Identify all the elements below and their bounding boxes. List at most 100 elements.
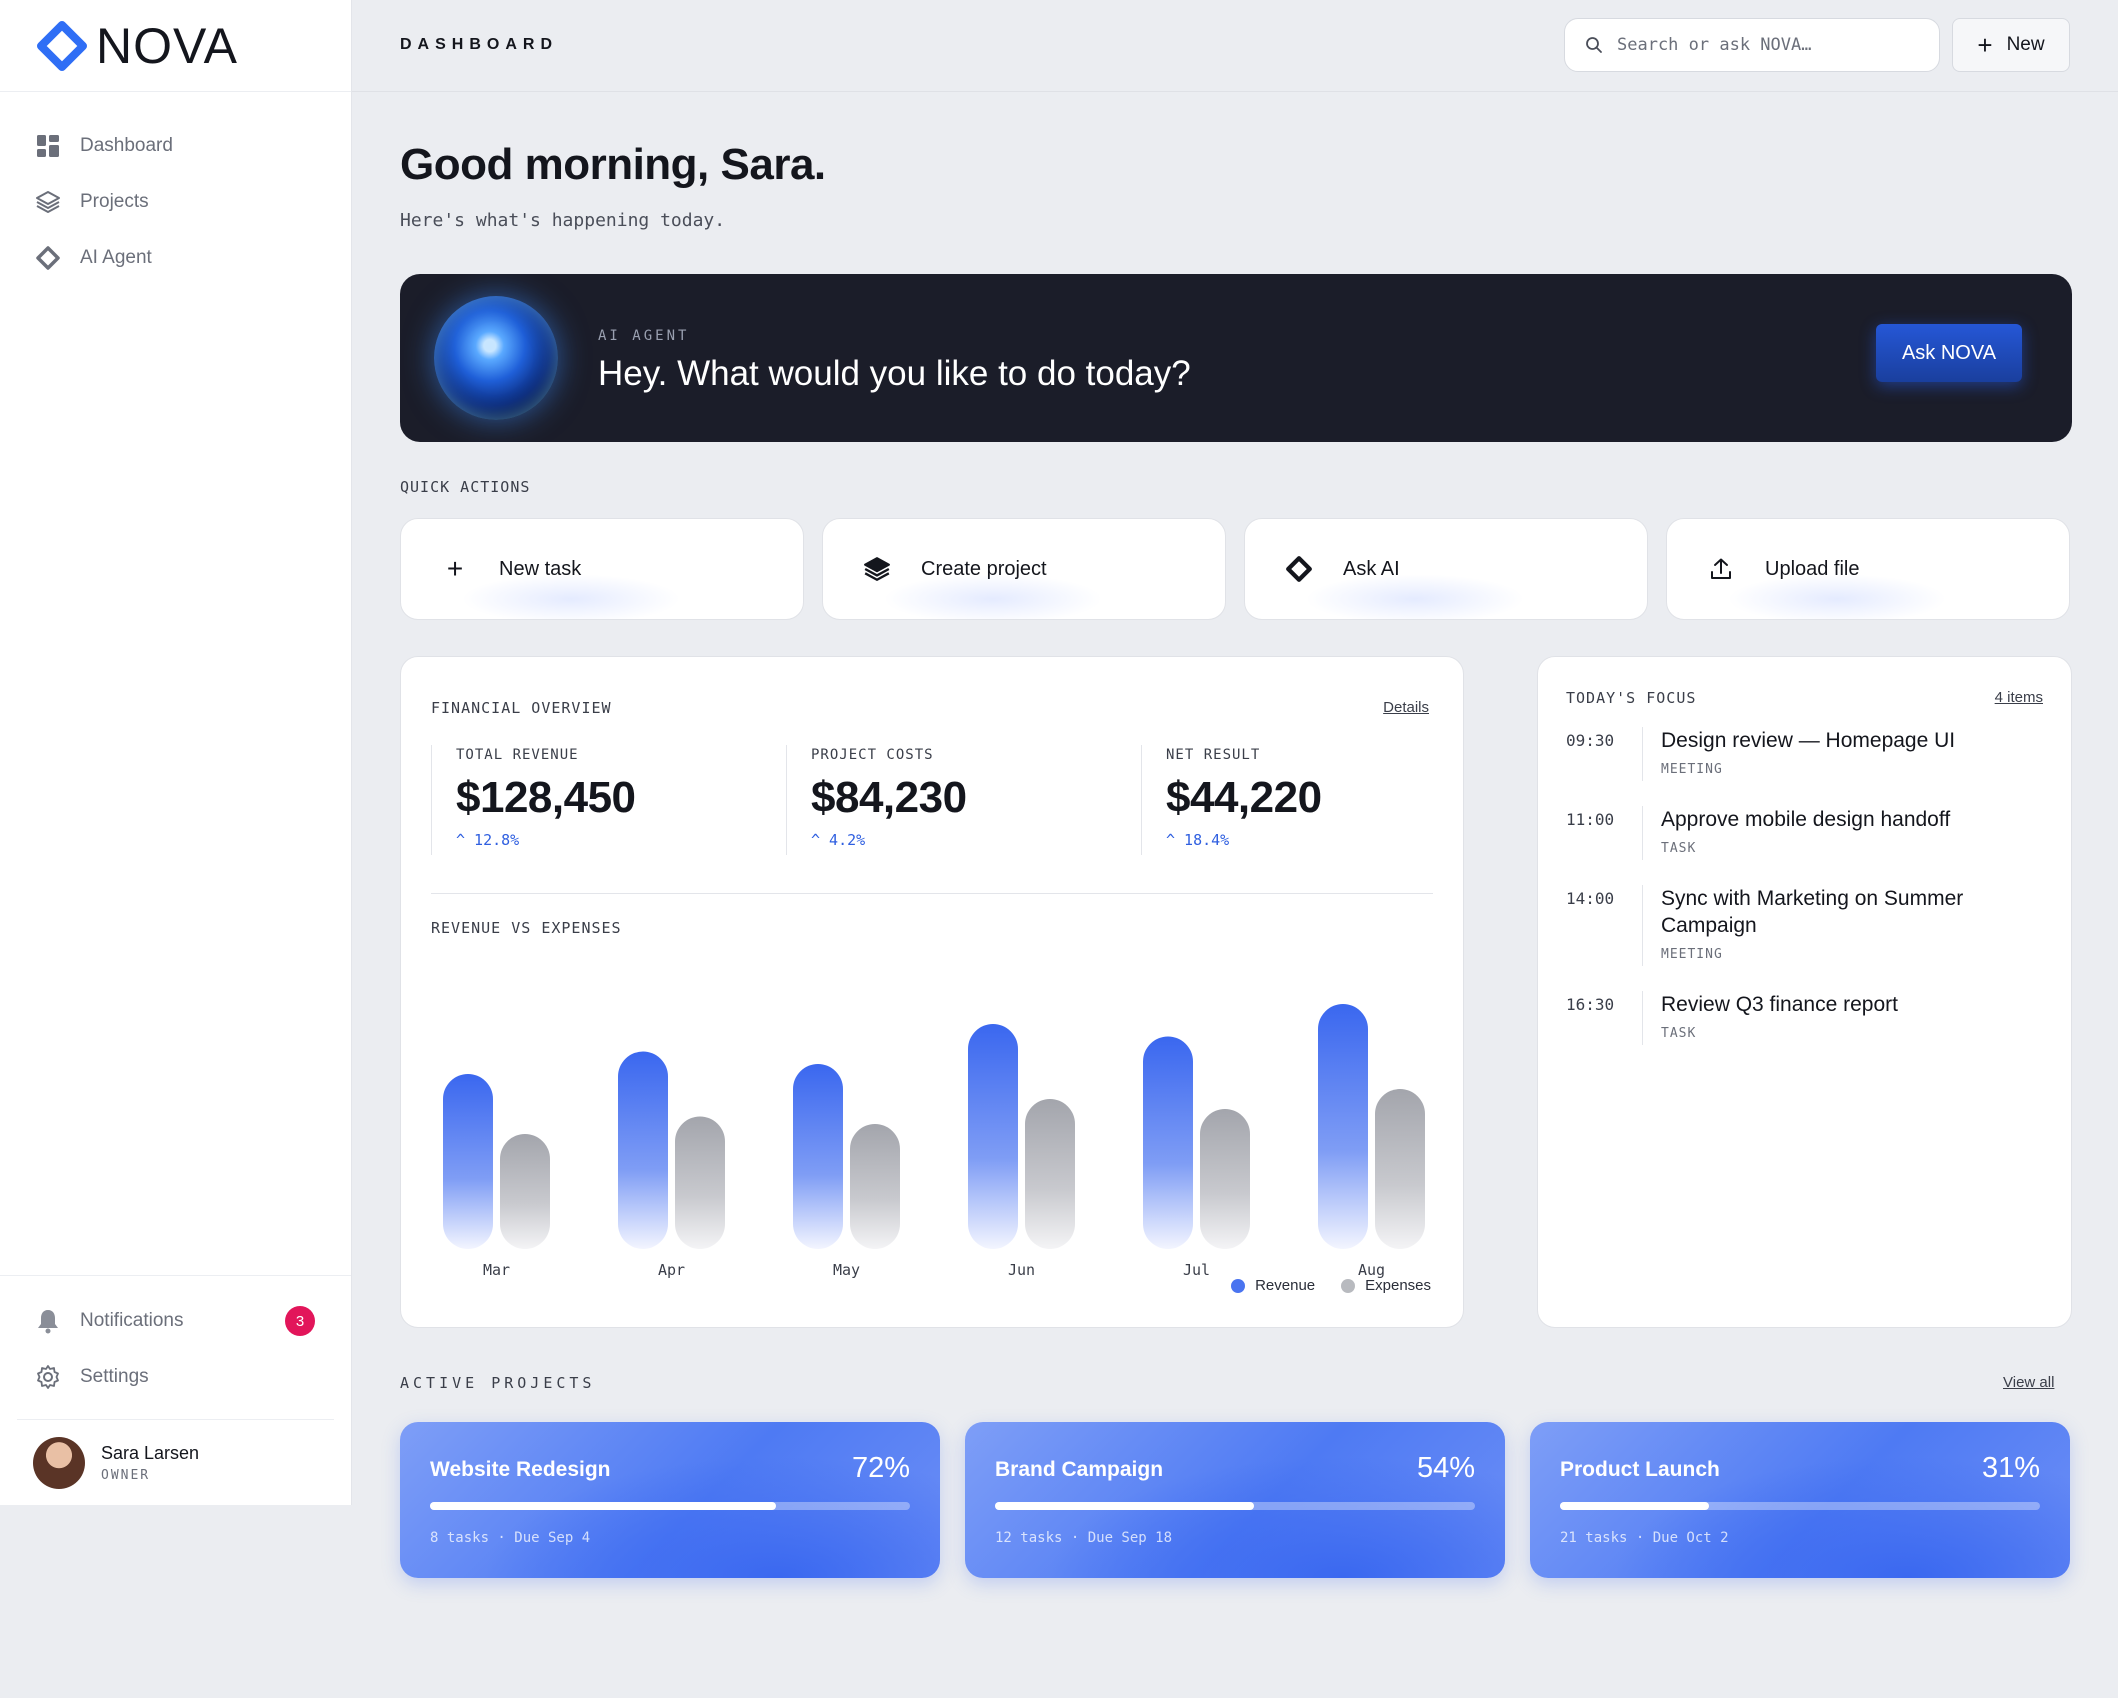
bar-revenue-jun — [968, 1024, 1018, 1249]
grid-icon — [34, 132, 62, 160]
sidebar-item-projects[interactable]: Projects — [0, 174, 351, 230]
stat-label: TOTAL REVENUE — [456, 747, 579, 763]
project-meta: 12 tasks · Due Sep 18 — [995, 1530, 1173, 1546]
sidebar-item-label: Notifications — [80, 1310, 184, 1331]
search-icon — [1586, 37, 1602, 53]
quick-action-label: Ask AI — [1343, 557, 1400, 580]
sidebar-item-dashboard[interactable]: Dashboard — [0, 118, 351, 174]
x-tick-label: Mar — [483, 1261, 510, 1279]
sidebar-item-settings[interactable]: Settings — [0, 1349, 351, 1405]
stat-value: $44,220 — [1166, 773, 1322, 822]
ai-orb-icon — [434, 296, 558, 420]
quick-action-ask-ai[interactable]: Ask AI — [1244, 518, 1648, 620]
stat-label: NET RESULT — [1166, 747, 1261, 763]
sidebar-item-label: Projects — [80, 191, 149, 212]
sidebar-nav: Dashboard Projects AI Agent — [0, 92, 351, 286]
stat-value: $84,230 — [811, 773, 967, 822]
stat-delta: ^ 18.4% — [1166, 831, 1230, 849]
project-percent: 72% — [851, 1452, 910, 1484]
plus-icon: + — [1977, 29, 1993, 60]
focus-count-link[interactable]: 4 items — [1994, 689, 2043, 706]
bar-expenses-aug — [1375, 1089, 1425, 1249]
diamond-icon — [34, 244, 62, 272]
focus-title: Sync with Marketing on Summer Campaign — [1661, 887, 1964, 937]
legend-dot — [1341, 1278, 1356, 1293]
project-name: Website Redesign — [430, 1458, 611, 1481]
bar-expenses-apr — [675, 1116, 725, 1249]
x-tick-label: May — [833, 1261, 860, 1279]
stat-delta: ^ 4.2% — [811, 831, 866, 849]
progress-track — [1560, 1502, 2040, 1510]
focus-title: Review Q3 finance report — [1661, 993, 1898, 1016]
search-input[interactable] — [1617, 35, 1917, 55]
financial-overview-card: FINANCIAL OVERVIEW Details TOTAL REVENUE… — [400, 656, 1464, 1328]
quick-actions-label: QUICK ACTIONS — [400, 478, 531, 496]
sidebar-item-label: Settings — [80, 1366, 149, 1387]
sidebar-bottom: Notifications 3 Settings Sara Larsen OWN… — [0, 1275, 351, 1489]
quick-action-label: Create project — [921, 557, 1047, 580]
user-role: OWNER — [101, 1468, 151, 1483]
progress-track — [430, 1502, 910, 1510]
user-name: Sara Larsen — [101, 1443, 200, 1463]
view-all-link[interactable]: View all — [2003, 1374, 2055, 1391]
upload-icon — [1707, 555, 1735, 583]
layers-icon — [863, 555, 891, 583]
legend-item-expenses: Expenses — [1341, 1277, 1431, 1294]
bar-revenue-apr — [618, 1051, 668, 1249]
legend-label: Expenses — [1365, 1277, 1431, 1294]
focus-time: 11:00 — [1566, 810, 1615, 829]
project-card-website-redesign[interactable]: Website Redesign 72% 8 tasks · Due Sep 4 — [400, 1422, 940, 1578]
user-profile[interactable]: Sara Larsen OWNER — [17, 1419, 334, 1489]
bar-revenue-jul — [1143, 1036, 1193, 1249]
todays-focus-card: TODAY'S FOCUS 4 items 09:30 Design revie… — [1537, 656, 2072, 1328]
progress-fill — [430, 1502, 776, 1510]
nova-logo-icon — [37, 20, 87, 71]
search-box[interactable] — [1564, 18, 1940, 72]
legend-dot — [1231, 1278, 1246, 1293]
sidebar: NOVA Dashboard Projects AI Agent Not — [0, 0, 352, 1505]
focus-type: MEETING — [1661, 762, 1723, 777]
project-percent: 31% — [1981, 1452, 2040, 1484]
x-tick-label: Jul — [1183, 1261, 1210, 1279]
bar-expenses-jun — [1025, 1099, 1075, 1249]
project-card-brand-campaign[interactable]: Brand Campaign 54% 12 tasks · Due Sep 18 — [965, 1422, 1505, 1578]
x-tick-label: Apr — [658, 1261, 685, 1279]
focus-item[interactable]: 11:00 Approve mobile design handoff TASK — [1566, 806, 2046, 860]
focus-item[interactable]: 14:00 Sync with Marketing on Summer Camp… — [1566, 885, 2046, 966]
bar-revenue-mar — [443, 1074, 493, 1249]
sidebar-item-notifications[interactable]: Notifications 3 — [0, 1293, 351, 1349]
logo[interactable]: NOVA — [0, 0, 351, 92]
quick-action-create-project[interactable]: Create project — [822, 518, 1226, 620]
new-button-label: New — [2006, 34, 2045, 55]
greeting-title: Good morning, Sara. — [400, 140, 826, 189]
focus-time: 16:30 — [1566, 995, 1615, 1014]
bar-expenses-mar — [500, 1134, 550, 1249]
notification-badge: 3 — [285, 1306, 315, 1336]
chart-legend: Revenue Expenses — [1205, 1277, 1431, 1294]
focus-type: TASK — [1661, 841, 1697, 856]
ask-nova-button[interactable]: Ask NOVA — [1876, 324, 2022, 382]
top-header: DASHBOARD + New — [352, 0, 2118, 92]
project-name: Brand Campaign — [995, 1458, 1164, 1481]
bar-revenue-aug — [1318, 1004, 1368, 1249]
bell-icon — [34, 1307, 62, 1335]
ai-agent-banner: AI AGENT Hey. What would you like to do … — [400, 274, 2072, 442]
project-meta: 21 tasks · Due Oct 2 — [1560, 1530, 1729, 1546]
sidebar-item-label: AI Agent — [80, 247, 152, 268]
focus-item[interactable]: 09:30 Design review — Homepage UI MEETIN… — [1566, 727, 2046, 781]
focus-item[interactable]: 16:30 Review Q3 finance report TASK — [1566, 991, 2046, 1045]
greeting-subtitle: Here's what's happening today. — [400, 210, 726, 231]
project-card-product-launch[interactable]: Product Launch 31% 21 tasks · Due Oct 2 — [1530, 1422, 2070, 1578]
quick-action-upload-file[interactable]: Upload file — [1666, 518, 2070, 620]
focus-title: Design review — Homepage UI — [1661, 729, 1956, 752]
x-tick-label: Jun — [1008, 1261, 1035, 1279]
quick-action-new-task[interactable]: + New task — [400, 518, 804, 620]
focus-type: MEETING — [1661, 947, 1723, 962]
details-link[interactable]: Details — [1383, 699, 1429, 716]
new-button[interactable]: + New — [1952, 18, 2070, 72]
quick-action-label: Upload file — [1765, 557, 1860, 580]
sidebar-item-label: Dashboard — [80, 135, 173, 156]
bar-expenses-jul — [1200, 1109, 1250, 1249]
stat-net-result: NET RESULT $44,220 ^ 18.4% — [1141, 745, 1471, 855]
sidebar-item-ai-agent[interactable]: AI Agent — [0, 230, 351, 286]
